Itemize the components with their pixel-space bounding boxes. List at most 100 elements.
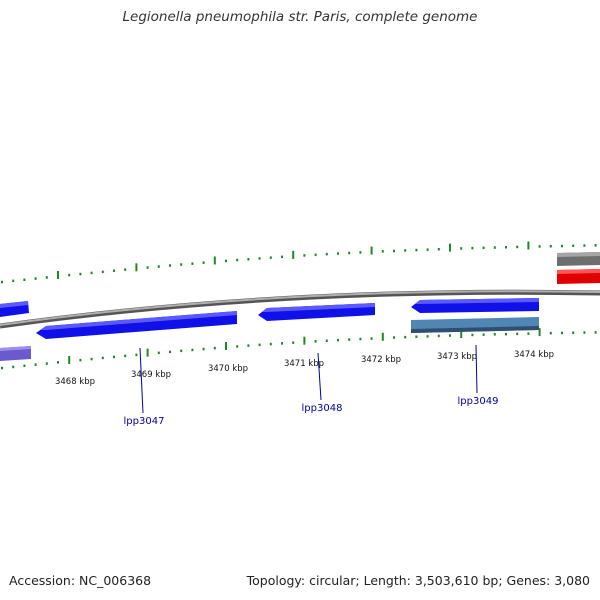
minor-tick <box>325 339 328 342</box>
gene-label-lpp3047[interactable]: lpp3047 <box>124 416 165 427</box>
minor-tick <box>303 254 306 257</box>
minor-tick <box>213 346 216 350</box>
minor-tick <box>202 347 205 351</box>
minor-tick <box>101 270 104 274</box>
minor-tick <box>79 358 82 362</box>
minor-tick <box>426 335 429 338</box>
minor-tick <box>583 331 586 334</box>
minor-tick <box>381 250 384 253</box>
major-tick <box>381 332 384 341</box>
red-feature[interactable] <box>557 269 600 284</box>
major-tick <box>303 336 306 345</box>
minor-tick <box>314 340 317 343</box>
minor-tick <box>247 344 250 347</box>
minor-tick <box>337 252 339 255</box>
minor-tick <box>57 361 59 364</box>
minor-tick <box>191 262 194 265</box>
accession-text: Accession: NC_006368 <box>9 573 152 588</box>
gray-feature[interactable] <box>557 252 600 266</box>
major-tick <box>213 256 216 265</box>
minor-tick <box>180 263 183 266</box>
gene-arrow-lpp3049[interactable] <box>411 298 539 313</box>
map-title: Legionella pneumophila str. Paris, compl… <box>122 9 478 25</box>
minor-tick <box>23 278 26 281</box>
gene-arrow-lpp3048[interactable] <box>258 303 375 321</box>
major-tick <box>135 263 138 272</box>
minor-tick <box>538 245 541 248</box>
minor-tick <box>583 244 586 247</box>
feature-slateblue-left[interactable] <box>0 346 31 361</box>
minor-tick <box>527 332 530 335</box>
major-tick <box>460 330 463 338</box>
minor-tick <box>471 246 474 250</box>
minor-tick <box>437 334 440 338</box>
minor-tick <box>180 349 183 353</box>
minor-tick <box>314 253 317 257</box>
leader-line-lpp3049 <box>475 344 478 394</box>
gene-label-lpp3048[interactable]: lpp3048 <box>302 403 343 414</box>
minor-tick <box>90 271 93 275</box>
minor-tick <box>561 331 563 335</box>
scale-label: 3471 kbp <box>284 359 324 369</box>
minor-tick <box>258 257 261 260</box>
minor-tick <box>113 269 115 272</box>
minor-tick <box>1 280 3 284</box>
minor-tick <box>169 350 171 354</box>
minor-tick <box>34 363 37 366</box>
minor-tick <box>79 272 82 276</box>
major-tick <box>225 342 227 350</box>
minor-tick <box>269 256 272 259</box>
minor-tick <box>348 338 351 341</box>
scale-label: 3474 kbp <box>514 350 554 360</box>
minor-tick <box>404 335 407 339</box>
major-tick <box>538 328 541 337</box>
minor-tick <box>460 247 463 250</box>
minor-tick <box>101 356 104 360</box>
minor-tick <box>426 248 429 251</box>
minor-tick <box>359 337 362 341</box>
minor-tick <box>493 246 496 249</box>
minor-tick <box>236 345 239 348</box>
minor-tick <box>505 332 507 336</box>
minor-tick <box>124 354 127 358</box>
minor-tick <box>482 333 485 336</box>
minor-tick <box>404 249 407 252</box>
minor-tick <box>1 366 3 370</box>
minor-tick <box>269 342 272 346</box>
major-tick <box>68 356 71 364</box>
minor-tick <box>135 353 138 357</box>
minor-tick <box>561 244 563 248</box>
minor-tick <box>348 251 351 255</box>
scale-label: 3469 kbp <box>131 370 171 380</box>
minor-tick <box>146 266 149 269</box>
minor-tick <box>247 258 250 261</box>
minor-tick <box>191 348 194 352</box>
minor-tick <box>437 248 440 251</box>
scale-label: 3470 kbp <box>208 364 248 374</box>
leader-line-lpp3048 <box>317 352 322 401</box>
minor-tick <box>281 255 283 259</box>
gene-label-lpp3049[interactable]: lpp3049 <box>458 396 499 407</box>
minor-tick <box>482 246 485 250</box>
minor-tick <box>359 251 362 254</box>
minor-tick <box>516 245 519 249</box>
minor-tick <box>370 337 373 340</box>
minor-tick <box>505 246 507 249</box>
gene-arrow-lpp3047[interactable] <box>36 311 237 339</box>
minor-tick <box>393 249 395 253</box>
minor-tick <box>325 252 328 256</box>
lower-tick-track <box>1 328 597 370</box>
major-tick <box>449 243 451 252</box>
major-tick <box>370 246 373 255</box>
minor-tick <box>549 331 552 335</box>
gene-arrow-left-edge[interactable] <box>0 301 29 317</box>
feature-steelblue[interactable] <box>411 317 539 333</box>
scale-label: 3473 kbp <box>437 352 477 362</box>
major-tick <box>146 348 149 357</box>
minor-tick <box>572 244 575 247</box>
minor-tick <box>23 364 26 367</box>
minor-tick <box>415 335 418 338</box>
major-tick <box>57 271 59 279</box>
